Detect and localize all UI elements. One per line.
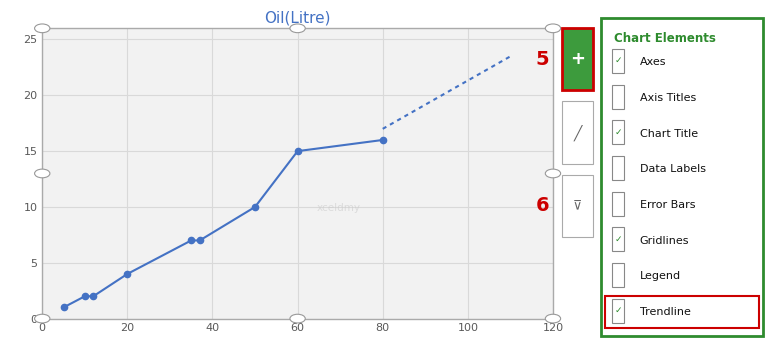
- Text: Legend: Legend: [640, 272, 680, 281]
- FancyBboxPatch shape: [562, 28, 593, 91]
- Bar: [612, 49, 624, 73]
- Text: Data Labels: Data Labels: [640, 164, 706, 175]
- Circle shape: [35, 24, 50, 33]
- Bar: [612, 227, 624, 251]
- Text: ✓: ✓: [614, 235, 622, 244]
- Bar: [42, 28, 553, 319]
- Circle shape: [545, 314, 561, 323]
- FancyBboxPatch shape: [562, 175, 593, 237]
- Text: Gridlines: Gridlines: [640, 236, 689, 246]
- Text: +: +: [570, 50, 585, 68]
- Text: ✓: ✓: [614, 56, 622, 65]
- Bar: [612, 85, 624, 108]
- Circle shape: [290, 314, 305, 323]
- Circle shape: [545, 169, 561, 178]
- Text: Error Bars: Error Bars: [640, 200, 695, 210]
- Text: ✓: ✓: [614, 306, 622, 315]
- Circle shape: [35, 314, 50, 323]
- Circle shape: [290, 24, 305, 33]
- Circle shape: [35, 169, 50, 178]
- Text: Trendline: Trendline: [640, 307, 690, 317]
- Text: 6: 6: [535, 196, 549, 215]
- Text: 5: 5: [535, 50, 549, 69]
- Text: Chart Elements: Chart Elements: [614, 32, 716, 45]
- Text: ╱: ╱: [574, 124, 581, 141]
- Text: Axis Titles: Axis Titles: [640, 93, 696, 103]
- Circle shape: [545, 24, 561, 33]
- Text: ⊽: ⊽: [573, 199, 582, 212]
- Bar: [612, 156, 624, 180]
- Bar: [612, 263, 624, 287]
- FancyBboxPatch shape: [562, 101, 593, 164]
- Bar: [612, 299, 624, 322]
- Bar: [605, 296, 759, 328]
- Text: Chart Title: Chart Title: [640, 129, 698, 139]
- Text: xceldmy: xceldmy: [316, 203, 360, 213]
- Bar: [612, 192, 624, 216]
- Text: Axes: Axes: [640, 57, 666, 67]
- Title: Oil(Litre): Oil(Litre): [264, 11, 331, 26]
- Bar: [612, 120, 624, 144]
- Text: ✓: ✓: [614, 128, 622, 137]
